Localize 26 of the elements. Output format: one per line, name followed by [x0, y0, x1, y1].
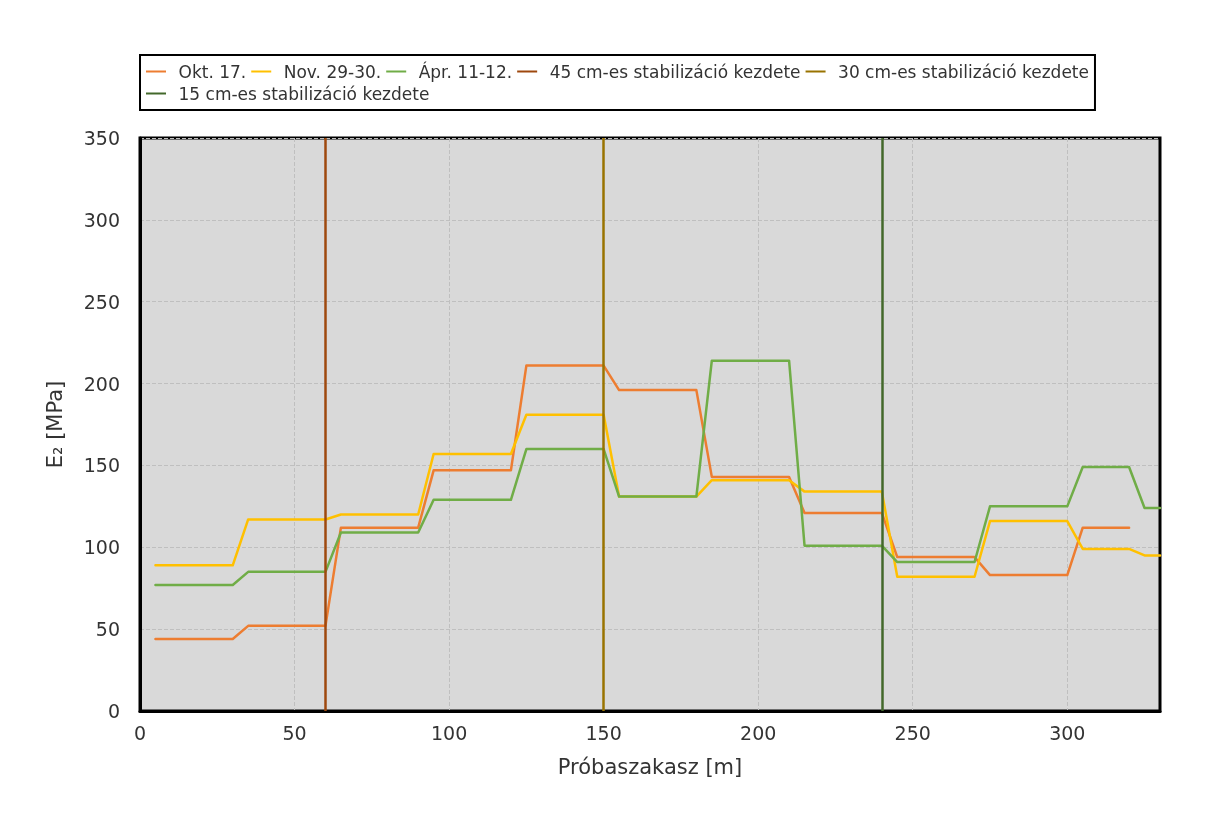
y-tick-label: 200: [83, 372, 120, 395]
x-axis-title: Próbaszakasz [m]: [557, 754, 743, 779]
legend-label: Nov. 29-30.: [283, 61, 382, 82]
line-series: [154, 413, 1162, 578]
x-tick-label: 150: [585, 721, 622, 744]
x-tick-label: 250: [894, 721, 931, 744]
y-tick-label: 300: [83, 208, 120, 231]
x-tick-label: 0: [133, 721, 147, 744]
legend-label: 30 cm-es stabilizáció kezdete: [838, 61, 1089, 82]
legend-label: 15 cm-es stabilizáció kezdete: [178, 83, 430, 104]
y-tick-label: 50: [95, 618, 120, 641]
y-tick-label: 250: [83, 290, 120, 313]
y-axis-title: E₂ [MPa]: [42, 380, 67, 469]
y-tick-label: 0: [107, 700, 120, 722]
x-tick-label: 100: [430, 721, 468, 744]
line-series: [154, 359, 1162, 587]
legend-label: 45 cm-es stabilizáció kezdete: [549, 61, 801, 82]
legend-label: Ápr. 11-12.: [418, 60, 513, 82]
y-tick-label: 100: [83, 536, 120, 559]
x-tick-label: 300: [1049, 721, 1086, 744]
x-tick-label: 200: [740, 721, 777, 744]
line-series: [154, 364, 1131, 641]
y-tick-label: 150: [83, 454, 120, 477]
legend-label: Okt. 17.: [178, 61, 247, 82]
y-tick-label: 350: [83, 127, 120, 149]
x-tick-label: 50: [282, 721, 307, 744]
